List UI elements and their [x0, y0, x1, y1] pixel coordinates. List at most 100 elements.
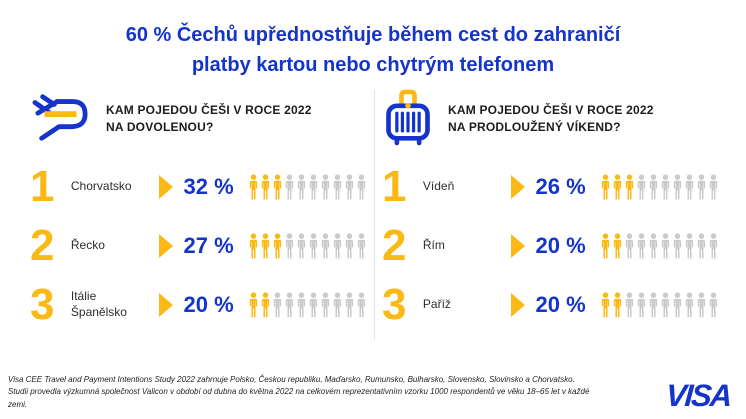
person-icon — [649, 233, 658, 259]
person-icon — [309, 292, 318, 318]
ranking-row: 2 Řím 20 % — [382, 223, 719, 269]
person-icon — [697, 174, 706, 200]
person-icon — [613, 233, 622, 259]
rank-number: 1 — [382, 162, 407, 212]
person-icon — [601, 292, 610, 318]
person-icon — [637, 174, 646, 200]
person-icon — [601, 174, 610, 200]
person-icon — [321, 233, 330, 259]
destination-label: Chorvatsko — [70, 179, 132, 194]
person-icon — [673, 233, 682, 259]
person-icon — [637, 233, 646, 259]
pictogram-people — [600, 174, 719, 200]
person-icon — [285, 233, 294, 259]
ranking-row: 1 Chorvatsko 32 % — [30, 164, 367, 210]
person-icon — [297, 233, 306, 259]
person-icon — [309, 233, 318, 259]
person-icon — [709, 233, 718, 259]
person-icon — [613, 292, 622, 318]
person-icon — [625, 292, 634, 318]
person-icon — [673, 292, 682, 318]
rank-number: 2 — [382, 221, 407, 271]
percent-value: 26 % — [535, 174, 586, 199]
vacation-column-heading: KAM POJEDOU ČEŠI V ROCE 2022 NA DOVOLENO… — [106, 102, 312, 136]
person-icon — [649, 174, 658, 200]
weekend-column-heading: KAM POJEDOU ČEŠI V ROCE 2022 NA PRODLOUŽ… — [448, 102, 654, 136]
person-icon — [249, 292, 258, 318]
pictogram-people — [248, 174, 367, 200]
person-icon — [333, 233, 342, 259]
person-icon — [297, 174, 306, 200]
person-icon — [261, 292, 270, 318]
heading-line-2: NA PRODLOUŽENÝ VÍKEND? — [448, 120, 621, 134]
triangle-arrow-icon — [510, 175, 525, 199]
destination-label: Paříž — [422, 297, 451, 312]
person-icon — [309, 174, 318, 200]
footnote: Visa CEE Travel and Payment Intentions S… — [8, 374, 608, 411]
heading-line-1: KAM POJEDOU ČEŠI V ROCE 2022 — [448, 103, 654, 118]
percent-value: 20 % — [535, 292, 586, 317]
pictogram-people — [248, 292, 367, 318]
vacation-column: KAM POJEDOU ČEŠI V ROCE 2022 NA DOVOLENO… — [30, 90, 367, 340]
person-icon — [357, 174, 366, 200]
ranking-row: 2 Řecko 27 % — [30, 223, 367, 269]
person-icon — [321, 292, 330, 318]
person-icon — [297, 292, 306, 318]
pictogram-people — [600, 233, 719, 259]
person-icon — [285, 174, 294, 200]
person-icon — [273, 292, 282, 318]
person-icon — [661, 292, 670, 318]
destination-label: Řím — [422, 238, 445, 253]
ranking-row: 3 Paříž 20 % — [382, 282, 719, 328]
person-icon — [637, 292, 646, 318]
footnote-line-1: Visa CEE Travel and Payment Intentions S… — [8, 374, 575, 384]
heading-line-2: NA DOVOLENOU? — [106, 120, 214, 134]
person-icon — [321, 174, 330, 200]
person-icon — [333, 292, 342, 318]
person-icon — [261, 174, 270, 200]
page-title-line-2: platby kartou nebo chytrým telefonem — [191, 54, 555, 76]
person-icon — [261, 233, 270, 259]
weekend-column-header: KAM POJEDOU ČEŠI V ROCE 2022 NA PRODLOUŽ… — [382, 88, 719, 151]
rank-number: 3 — [30, 280, 55, 330]
triangle-arrow-icon — [510, 234, 525, 258]
person-icon — [249, 174, 258, 200]
rank-number: 1 — [30, 162, 55, 212]
person-icon — [697, 292, 706, 318]
person-icon — [673, 174, 682, 200]
percent-value: 20 % — [535, 233, 586, 258]
person-icon — [709, 174, 718, 200]
ranking-row: 1 Vídeň 26 % — [382, 164, 719, 210]
footer: Visa CEE Travel and Payment Intentions S… — [8, 374, 736, 413]
person-icon — [249, 233, 258, 259]
triangle-arrow-icon — [158, 175, 173, 199]
person-icon — [345, 174, 354, 200]
person-icon — [345, 292, 354, 318]
ranking-row: 3 Itálie Španělsko 20 % — [30, 282, 367, 328]
page-title: 60 % Čechů upřednostňuje během cest do z… — [0, 0, 746, 80]
person-icon — [661, 174, 670, 200]
percent-value: 32 % — [183, 174, 234, 199]
rank-number: 3 — [382, 280, 407, 330]
footnote-line-2: Studii provedla výzkumná společnost Vali… — [8, 387, 590, 409]
person-icon — [613, 174, 622, 200]
person-icon — [649, 292, 658, 318]
suitcase-icon — [382, 88, 434, 151]
heading-line-1: KAM POJEDOU ČEŠI V ROCE 2022 — [106, 103, 312, 118]
person-icon — [697, 233, 706, 259]
person-icon — [285, 292, 294, 318]
triangle-arrow-icon — [510, 293, 525, 317]
pictogram-people — [600, 292, 719, 318]
person-icon — [685, 174, 694, 200]
columns-container: KAM POJEDOU ČEŠI V ROCE 2022 NA DOVOLENO… — [30, 88, 720, 340]
person-icon — [357, 233, 366, 259]
percent-value: 27 % — [183, 233, 234, 258]
percent-value: 20 % — [183, 292, 234, 317]
triangle-arrow-icon — [158, 234, 173, 258]
vacation-column-header: KAM POJEDOU ČEŠI V ROCE 2022 NA DOVOLENO… — [30, 90, 367, 148]
destination-label: Vídeň — [422, 179, 455, 194]
person-icon — [661, 233, 670, 259]
person-icon — [273, 174, 282, 200]
person-icon — [685, 292, 694, 318]
